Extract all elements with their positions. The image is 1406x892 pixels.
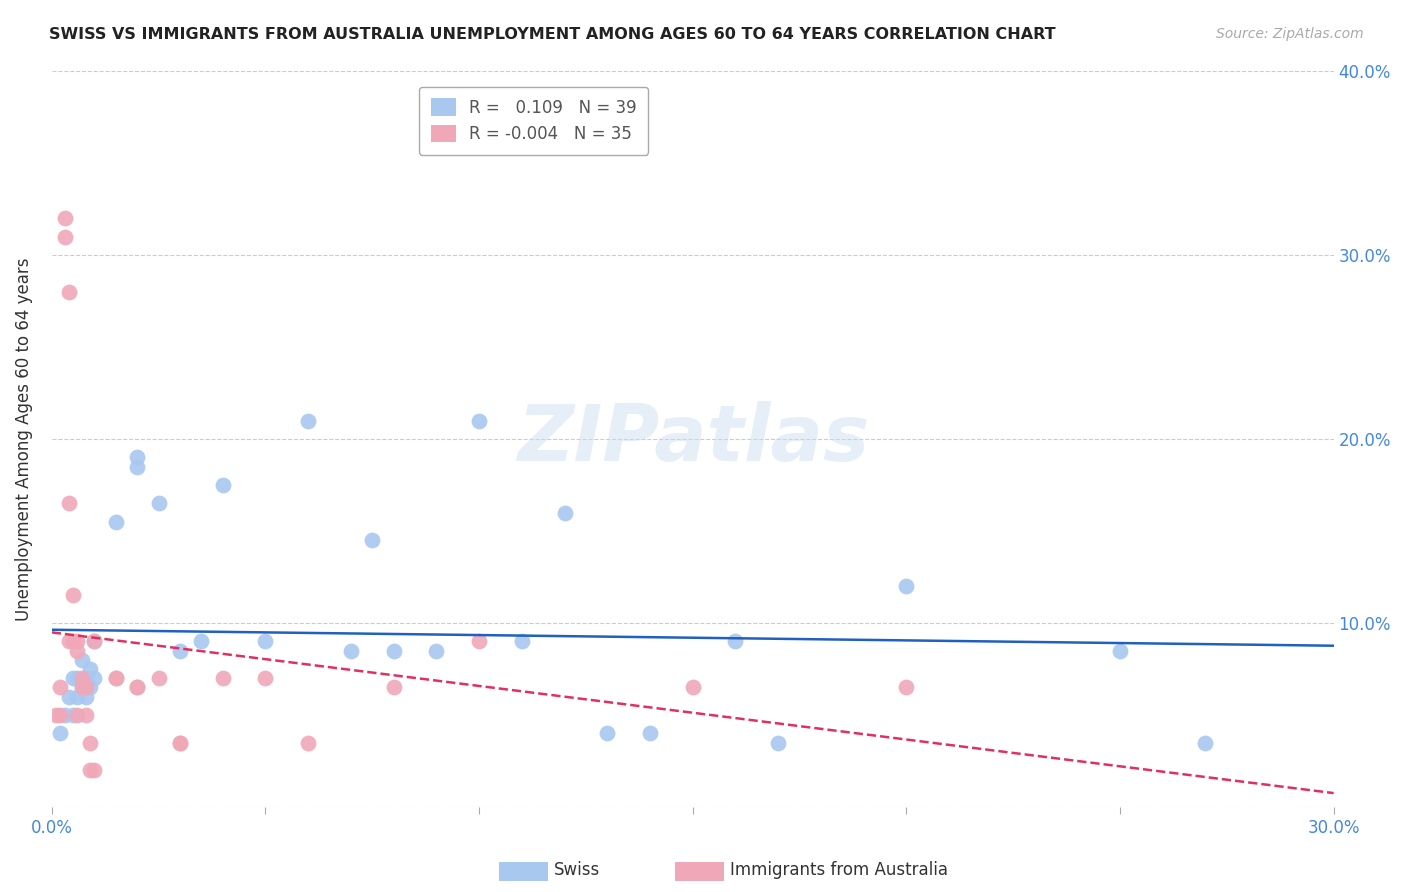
Point [62,671,84,685]
Point [75,708,97,723]
Point [468,414,491,428]
Y-axis label: Unemployment Among Ages 60 to 64 years: Unemployment Among Ages 60 to 64 years [15,257,32,621]
Point [53,708,76,723]
Point [62,589,84,603]
Point [1194,736,1216,750]
Point [211,671,233,685]
Point [58,634,80,648]
Point [127,681,149,695]
Point [127,450,149,465]
Point [75,690,97,704]
Point [382,643,405,657]
Point [83,634,105,648]
Point [340,643,363,657]
Point [62,634,84,648]
Point [66,708,89,723]
Point [83,671,105,685]
Point [254,634,277,648]
Point [1109,643,1132,657]
Point [49,708,72,723]
Point [45,708,67,723]
Point [75,671,97,685]
Point [75,681,97,695]
Point [66,690,89,704]
Point [896,579,918,593]
Point [169,736,191,750]
Point [104,671,127,685]
Point [127,681,149,695]
Point [75,681,97,695]
Point [83,634,105,648]
Point [510,634,533,648]
Point [62,708,84,723]
Point [66,634,89,648]
Point [468,634,491,648]
Point [169,736,191,750]
Point [70,681,93,695]
Point [361,533,384,548]
Point [682,681,704,695]
Point [254,671,277,685]
Point [58,285,80,299]
Point [83,764,105,778]
Point [104,671,127,685]
Point [896,681,918,695]
Point [104,515,127,529]
Point [766,736,789,750]
Point [49,726,72,740]
Point [382,681,405,695]
Point [297,414,319,428]
Point [70,681,93,695]
Point [211,478,233,492]
Point [148,496,170,510]
Point [638,726,661,740]
Point [53,229,76,244]
Point [66,671,89,685]
Point [53,211,76,226]
Text: SWISS VS IMMIGRANTS FROM AUSTRALIA UNEMPLOYMENT AMONG AGES 60 TO 64 YEARS CORREL: SWISS VS IMMIGRANTS FROM AUSTRALIA UNEMP… [49,27,1056,42]
Text: Source: ZipAtlas.com: Source: ZipAtlas.com [1216,27,1364,41]
Point [79,736,101,750]
Text: Immigrants from Australia: Immigrants from Australia [730,861,948,879]
Point [425,643,447,657]
Point [596,726,619,740]
Point [127,459,149,474]
Text: ZIPatlas: ZIPatlas [516,401,869,477]
Point [49,681,72,695]
Point [148,671,170,685]
Text: Swiss: Swiss [554,861,600,879]
Point [79,662,101,676]
Point [169,643,191,657]
Point [724,634,747,648]
Point [79,681,101,695]
Point [553,506,575,520]
Point [190,634,212,648]
Point [58,496,80,510]
Legend: R =   0.109   N = 39, R = -0.004   N = 35: R = 0.109 N = 39, R = -0.004 N = 35 [419,87,648,154]
Point [66,643,89,657]
Point [297,736,319,750]
Point [70,653,93,667]
Point [70,671,93,685]
Point [79,764,101,778]
Point [58,690,80,704]
